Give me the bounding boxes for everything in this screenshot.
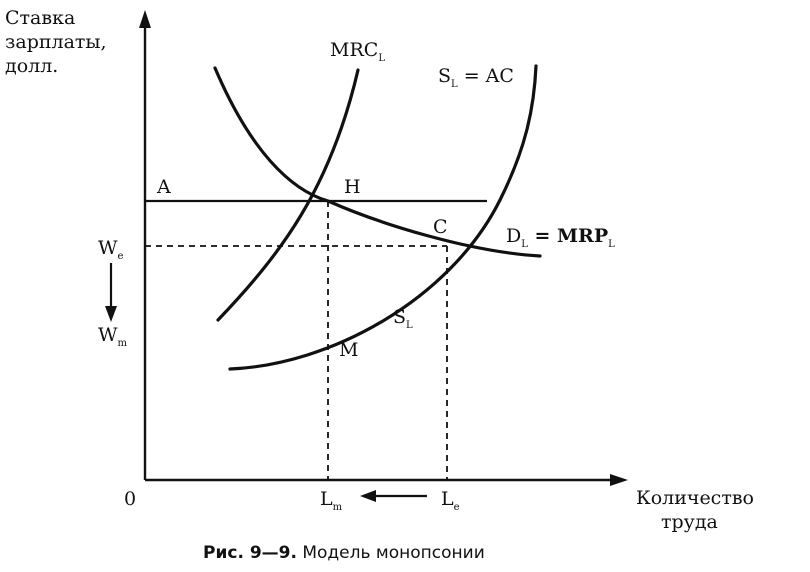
- quantity-competitive-label: Le: [441, 488, 460, 513]
- y-axis-arrow: [139, 10, 151, 28]
- axes: [139, 10, 628, 486]
- supply-ac-label: SL = AC: [438, 65, 514, 90]
- y-axis-title-line1: Ставка: [5, 7, 75, 29]
- x-axis-arrow: [610, 474, 628, 486]
- quantity-left-arrow-head: [360, 490, 376, 502]
- demand-curve-mrp: [213, 66, 542, 258]
- point-h-label: H: [344, 176, 361, 198]
- y-axis-title-line3: долл.: [5, 55, 58, 77]
- supply-label: SL: [393, 306, 413, 331]
- point-m-label: M: [339, 339, 358, 361]
- wage-monopsony-label: Wm: [98, 324, 128, 349]
- figure-caption: Рис. 9—9. Модель монопсонии: [203, 543, 485, 563]
- supply-curve: [228, 64, 538, 371]
- y-axis-title-line2: зарплаты,: [5, 31, 107, 53]
- origin-label: 0: [124, 488, 136, 510]
- quantity-monopsony-label: Lm: [320, 488, 343, 513]
- demand-mrp-label: DL = MRPL: [506, 225, 615, 250]
- wage-down-arrow-head: [105, 306, 117, 322]
- wage-competitive-label: We: [98, 237, 124, 262]
- point-a-label: A: [156, 176, 171, 198]
- mrc-label: MRCL: [330, 39, 385, 64]
- point-c-label: C: [433, 216, 448, 238]
- x-axis-title-line1: Количество: [636, 487, 754, 509]
- x-axis-title-line2: труда: [661, 511, 718, 533]
- mrc-curve: [216, 68, 360, 322]
